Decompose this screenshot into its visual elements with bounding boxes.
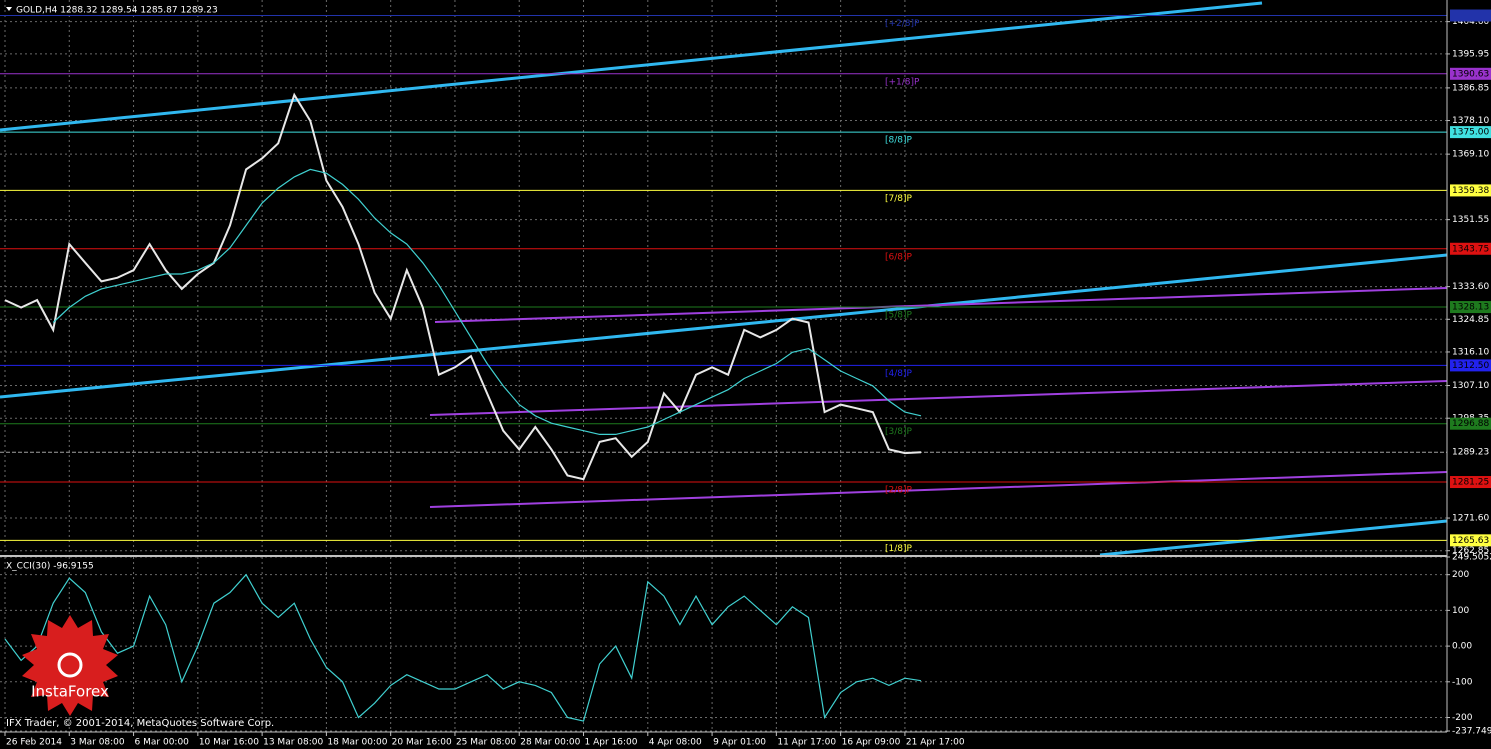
trend-line bbox=[1099, 519, 1448, 557]
x-tick-label: 11 Apr 17:00 bbox=[777, 738, 836, 748]
x-tick-label: 6 Mar 00:00 bbox=[135, 738, 190, 748]
y-tick-label: 1262.85 bbox=[1452, 546, 1489, 556]
level-price-box bbox=[1450, 184, 1491, 197]
level-price-label: 1328.13 bbox=[1452, 303, 1489, 313]
x-tick-label: 9 Apr 01:00 bbox=[713, 738, 766, 748]
level-price-label: 1359.38 bbox=[1452, 186, 1489, 196]
level-price-box bbox=[1450, 67, 1491, 80]
y-tick-label: -237.7497 bbox=[1452, 727, 1491, 737]
plot-layer: 26 Feb 2014 3 Mar 08:00 6 Mar 00:00 10 Mar … bbox=[0, 9, 1491, 748]
level-price-label: 1375.00 bbox=[1452, 128, 1489, 138]
y-tick-label: 0.00 bbox=[1452, 642, 1472, 652]
y-tick-label: 1351.55 bbox=[1452, 215, 1489, 225]
indicator-title: X_CCI(30) -96.9155 bbox=[6, 562, 94, 572]
x-tick-label: 16 Apr 09:00 bbox=[842, 738, 901, 748]
logo-text: InstaForex bbox=[31, 683, 109, 701]
x-tick-label: 18 Mar 00:00 bbox=[327, 738, 387, 748]
level-label: [+1/8]P bbox=[885, 77, 920, 87]
trend-line bbox=[0, 253, 1448, 399]
level-label: [8/8]P bbox=[885, 136, 913, 146]
x-tick-label: 20 Mar 16:00 bbox=[392, 738, 452, 748]
y-tick-label: 1386.85 bbox=[1452, 83, 1489, 93]
level-price-box bbox=[1450, 126, 1491, 139]
chart-title: GOLD,H4 1288.32 1289.54 1285.87 1289.23 bbox=[16, 6, 218, 16]
x-tick-label: 26 Feb 2014 bbox=[6, 738, 62, 748]
last-price-box bbox=[1450, 446, 1491, 459]
y-tick-label: 1324.85 bbox=[1452, 315, 1489, 325]
level-price-box bbox=[1450, 476, 1491, 489]
series-line bbox=[4, 92, 922, 481]
y-tick-label: 1378.10 bbox=[1452, 116, 1489, 126]
level-price-label: 1390.63 bbox=[1452, 69, 1489, 79]
x-tick-label: 25 Mar 08:00 bbox=[456, 738, 516, 748]
logo-badge bbox=[22, 615, 118, 716]
level-price-label: 1296.88 bbox=[1452, 419, 1489, 429]
level-price-box bbox=[1450, 9, 1491, 22]
y-tick-label: 1333.60 bbox=[1452, 282, 1489, 292]
series-line bbox=[52, 168, 922, 435]
y-tick-label: -200 bbox=[1452, 713, 1473, 723]
level-label: [2/8]P bbox=[885, 486, 913, 496]
level-label: [1/8]P bbox=[885, 544, 913, 554]
x-tick-label: 4 Apr 08:00 bbox=[649, 738, 702, 748]
menu-arrow[interactable] bbox=[6, 7, 12, 11]
last-price-label: 1289.23 bbox=[1452, 448, 1489, 458]
level-price-box bbox=[1450, 417, 1491, 430]
x-tick-label: 21 Apr 17:00 bbox=[906, 738, 965, 748]
y-tick-label: 1271.60 bbox=[1452, 514, 1489, 524]
x-tick-label: 1 Apr 16:00 bbox=[585, 738, 638, 748]
trend-line bbox=[0, 1, 1263, 132]
y-tick-label: 249.5052 bbox=[1452, 553, 1491, 563]
level-label: [4/8]P bbox=[885, 369, 913, 379]
y-tick-label: 1369.10 bbox=[1452, 150, 1489, 160]
level-price-box bbox=[1450, 301, 1491, 314]
level-label: [5/8]P bbox=[885, 311, 913, 321]
level-label: [6/8]P bbox=[885, 252, 913, 262]
x-tick-label: 3 Mar 08:00 bbox=[70, 738, 125, 748]
level-label: [7/8]P bbox=[885, 194, 913, 204]
level-price-label: 1312.50 bbox=[1452, 361, 1489, 371]
logo-icon bbox=[57, 652, 83, 678]
y-tick-label: 1395.95 bbox=[1452, 49, 1489, 59]
y-tick-label: 200 bbox=[1452, 570, 1469, 580]
level-price-box bbox=[1450, 359, 1491, 372]
copyright: IFX Trader, © 2001-2014, MetaQuotes Soft… bbox=[6, 718, 274, 729]
level-label: [+2/8]P bbox=[885, 19, 920, 29]
y-tick-label: 1404.60 bbox=[1452, 17, 1489, 27]
y-tick-label: 1307.10 bbox=[1452, 381, 1489, 391]
level-price-box bbox=[1450, 242, 1491, 255]
y-tick-label: 100 bbox=[1452, 606, 1469, 616]
x-tick-label: 13 Mar 08:00 bbox=[263, 738, 323, 748]
logo: InstaForex bbox=[22, 615, 118, 716]
channel-line bbox=[434, 287, 1448, 323]
level-price-label: 1265.63 bbox=[1452, 536, 1489, 546]
level-price-label: 1281.25 bbox=[1452, 478, 1489, 488]
level-label: [3/8]P bbox=[885, 427, 913, 437]
y-tick-label: 1316.10 bbox=[1452, 347, 1489, 357]
x-tick-label: 10 Mar 16:00 bbox=[199, 738, 259, 748]
level-price-box bbox=[1450, 534, 1491, 547]
channel-line bbox=[429, 380, 1448, 416]
series-line bbox=[4, 573, 922, 722]
x-tick-label: 28 Mar 00:00 bbox=[520, 738, 580, 748]
y-tick-label: -100 bbox=[1452, 677, 1473, 687]
level-price-label: 1343.75 bbox=[1452, 244, 1489, 254]
channel-line bbox=[429, 471, 1448, 508]
